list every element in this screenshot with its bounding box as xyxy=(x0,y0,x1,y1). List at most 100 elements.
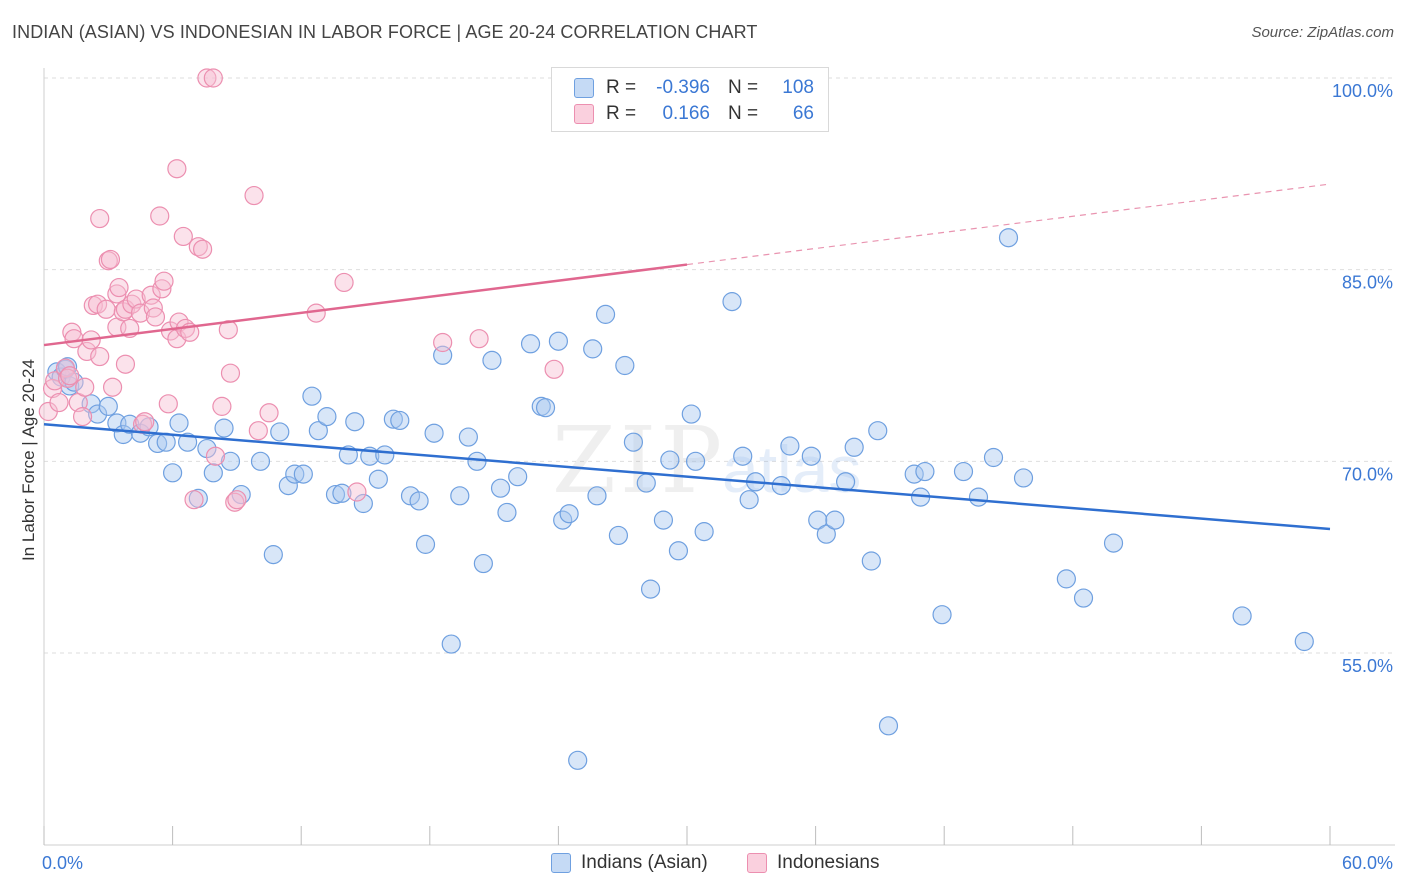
point-indians xyxy=(293,464,313,484)
point-indians xyxy=(595,304,616,324)
point-indians xyxy=(615,355,635,376)
legend-item-indians[interactable]: Indians (Asian) xyxy=(551,852,708,874)
trend-line-indonesians-extension xyxy=(686,183,1331,266)
point-indonesians xyxy=(433,332,453,353)
point-indonesians xyxy=(248,421,268,441)
point-indonesians xyxy=(158,394,178,414)
point-indians xyxy=(844,437,864,457)
legend-label-indonesians: Indonesians xyxy=(777,852,880,873)
point-indonesians xyxy=(75,377,95,397)
point-indians xyxy=(998,228,1019,248)
legend-n-label: N = xyxy=(727,77,759,98)
point-indians xyxy=(685,451,706,471)
point-indonesians xyxy=(115,354,136,374)
grid-lines xyxy=(44,77,1395,654)
point-indians xyxy=(250,451,271,471)
legend-r-label: R = xyxy=(606,103,637,124)
trend-line-indonesians xyxy=(43,263,688,347)
point-indians xyxy=(548,331,569,351)
point-indians xyxy=(587,486,607,506)
point-indians xyxy=(214,418,234,438)
point-indonesians xyxy=(203,68,223,88)
point-indians xyxy=(1073,588,1094,608)
point-indians xyxy=(640,579,661,599)
x-tick-label: 0.0% xyxy=(42,853,83,873)
point-indians xyxy=(441,634,461,654)
point-indonesians xyxy=(259,403,279,423)
point-indonesians xyxy=(64,329,84,349)
legend-swatch-pink xyxy=(747,853,767,873)
point-indians xyxy=(87,404,108,424)
legend-swatch-pink xyxy=(574,104,594,124)
point-indonesians xyxy=(334,272,354,293)
point-indians xyxy=(535,398,556,418)
point-indians xyxy=(623,432,644,452)
point-indians xyxy=(353,493,373,514)
y-tick-label: 70.0% xyxy=(1342,464,1393,484)
point-indians xyxy=(583,339,603,359)
legend-swatch-blue xyxy=(574,78,594,98)
point-indonesians xyxy=(197,68,217,88)
point-indonesians xyxy=(244,185,264,206)
point-indians xyxy=(332,483,352,503)
point-indonesians xyxy=(130,303,151,323)
trend-line-indians xyxy=(43,423,1331,531)
point-indians xyxy=(1232,606,1252,626)
point-indians xyxy=(325,484,346,505)
legend-swatch-blue xyxy=(551,853,571,873)
point-indians xyxy=(473,553,493,574)
point-indonesians xyxy=(60,366,80,386)
point-indians xyxy=(1294,631,1314,652)
point-indians xyxy=(739,490,759,510)
point-indians xyxy=(317,407,337,427)
point-indians xyxy=(932,605,952,625)
point-indians xyxy=(1103,533,1124,553)
legend-item-indonesians[interactable]: Indonesians xyxy=(747,852,879,874)
legend-row-indians: R = -0.396 N = 108 xyxy=(574,75,814,101)
point-indians xyxy=(220,451,241,471)
point-indians xyxy=(390,410,410,431)
point-indians xyxy=(263,545,283,565)
point-indonesians xyxy=(544,359,564,379)
axes xyxy=(43,68,1395,846)
point-indians xyxy=(801,446,821,466)
point-indonesians xyxy=(77,341,97,362)
point-indonesians xyxy=(150,206,170,226)
point-indonesians xyxy=(154,271,174,291)
point-indonesians xyxy=(145,307,166,327)
point-indians xyxy=(1056,569,1076,589)
series-indonesians-points xyxy=(38,68,564,512)
point-indians xyxy=(660,450,680,470)
point-indians xyxy=(722,292,742,312)
point-indians xyxy=(568,750,588,770)
point-indians xyxy=(345,412,365,432)
y-tick-label: 55.0% xyxy=(1342,656,1393,676)
tick-labels: 55.0% 70.0% 85.0% 100.0% 0.0% 60.0% xyxy=(42,81,1393,873)
point-indians xyxy=(668,541,689,561)
point-indonesians xyxy=(193,239,213,259)
point-indians xyxy=(375,445,395,465)
point-indians xyxy=(482,350,502,370)
point-indonesians xyxy=(212,396,232,416)
point-indonesians xyxy=(306,303,326,323)
chart-title: INDIAN (ASIAN) VS INDONESIAN IN LABOR FO… xyxy=(12,22,758,42)
point-indians xyxy=(450,486,470,506)
point-indians xyxy=(861,551,881,571)
point-indians xyxy=(868,421,888,441)
point-indians xyxy=(308,421,328,441)
point-indians xyxy=(694,522,714,542)
point-indians xyxy=(368,469,388,489)
point-indians xyxy=(816,524,836,544)
point-indonesians xyxy=(135,412,155,432)
point-indians xyxy=(825,510,845,530)
point-indonesians xyxy=(90,346,110,367)
point-indians xyxy=(458,427,478,447)
point-indians xyxy=(278,476,298,496)
series-legend: Indians (Asian) Indonesians xyxy=(0,852,1406,876)
point-indonesians xyxy=(184,490,204,510)
point-indonesians xyxy=(347,482,367,502)
legend-r-value: -0.396 xyxy=(656,77,710,98)
trend-lines xyxy=(43,183,1331,531)
stats-legend: R = -0.396 N = 108 R = 0.166 N = 66 xyxy=(551,67,829,132)
point-indonesians xyxy=(96,299,116,319)
